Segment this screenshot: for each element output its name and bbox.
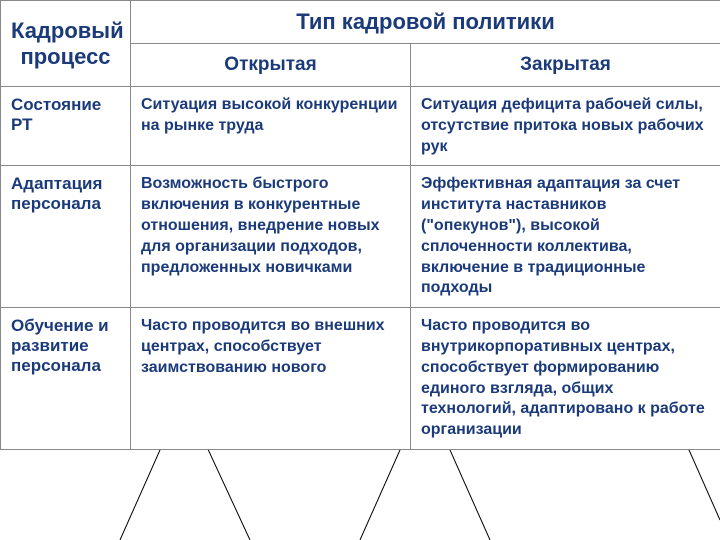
header-closed-label: Закрытая [506,52,625,78]
header-process: Кадровый процесс [1,1,131,87]
cell-open: Возможность быстрого включения в конкуре… [131,166,411,308]
table-row: Состояние РТ Ситуация высокой конкуренци… [1,87,720,166]
header-process-label: Кадровый процесс [11,18,124,69]
header-open-label: Открытая [210,52,330,78]
table-row: Обучение и развитие персонала Часто пров… [1,308,720,450]
cell-closed: Часто проводится во внутрикорпоративных … [411,308,720,450]
cell-closed: Эффективная адаптация за счет института … [411,166,720,308]
row-label: Состояние РТ [1,87,131,166]
cell-open: Часто проводится во внешних центрах, спо… [131,308,411,450]
row-label: Адаптация персонала [1,166,131,308]
header-row-1: Кадровый процесс Тип кадровой политики [1,1,720,44]
cell-closed: Ситуация дефицита рабочей силы, отсутств… [411,87,720,166]
cell-open: Ситуация высокой конкуренции на рынке тр… [131,87,411,166]
header-policy-group-label: Тип кадровой политики [296,9,554,34]
header-policy-group: Тип кадровой политики [131,1,720,44]
table-row: Адаптация персонала Возможность быстрого… [1,166,720,308]
row-label: Обучение и развитие персонала [1,308,131,450]
header-open: Открытая [131,44,411,87]
header-closed: Закрытая [411,44,720,87]
hr-policy-table: Кадровый процесс Тип кадровой политики О… [0,0,720,450]
